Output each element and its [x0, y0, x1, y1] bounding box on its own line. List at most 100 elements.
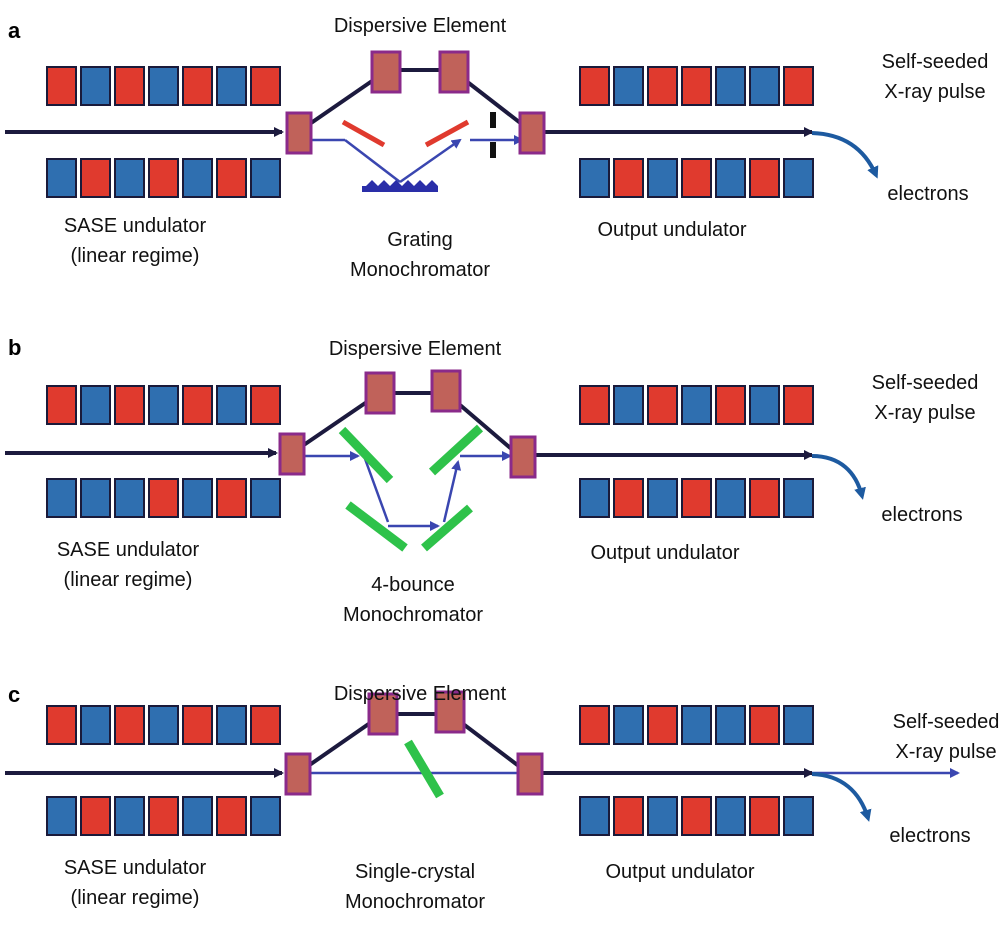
undulator-magnet-block — [182, 796, 213, 836]
chicane-dipoles — [284, 690, 544, 796]
crystal — [338, 426, 394, 484]
undulator-magnet-block — [114, 66, 145, 106]
chicane-path — [290, 391, 524, 460]
pulse-label-line1: Self-seeded — [872, 372, 979, 394]
sase-undulator-magnets — [46, 385, 814, 518]
sase-undulator-label: SASE undulator — [64, 857, 207, 879]
sase-undulator-label: SASE undulator — [64, 215, 207, 237]
sase-regime-label: (linear regime) — [64, 569, 193, 591]
xray-beam — [442, 460, 462, 523]
mirror — [341, 119, 386, 148]
sase-undulator-label: SASE undulator — [57, 539, 200, 561]
xray-beam — [399, 138, 462, 184]
slit — [490, 112, 496, 128]
undulator-magnet-block — [114, 385, 145, 425]
panel-b: b Dispersive Element SASE undulator (lin… — [5, 335, 978, 626]
slit — [490, 142, 496, 158]
undulator-magnet-block — [749, 705, 780, 745]
crystal — [428, 424, 484, 476]
mirror — [424, 119, 470, 148]
undulator-magnet-block — [114, 478, 145, 518]
undulator-magnet-block — [250, 385, 281, 425]
pulse-label-line2: X-ray pulse — [884, 81, 985, 103]
sase-undulator-magnets — [46, 705, 814, 836]
sase-regime-label: (linear regime) — [71, 887, 200, 909]
undulator-magnet-block — [46, 796, 77, 836]
undulator-magnet-block — [148, 385, 179, 425]
undulator-magnet-block — [148, 796, 179, 836]
undulator-magnet-block — [182, 158, 213, 198]
output-undulator-label: Output undulator — [598, 219, 747, 241]
crystal — [345, 501, 408, 552]
pulse-label-line1: Self-seeded — [893, 711, 1000, 733]
undulator-magnet-block — [216, 478, 247, 518]
electron-dump-arrow — [811, 454, 866, 500]
pulse-label-line2: X-ray pulse — [895, 741, 996, 763]
undulator-magnet-block — [749, 796, 780, 836]
undulator-magnet-block — [114, 158, 145, 198]
undulator-magnet-block — [749, 66, 780, 106]
undulator-magnet-block — [250, 796, 281, 836]
monochromator-type-label: Single-crystal — [355, 861, 475, 883]
undulator-magnet-block — [715, 385, 746, 425]
undulator-magnet-block — [647, 705, 678, 745]
undulator-magnet-block — [182, 478, 213, 518]
sase-undulator-magnets — [46, 66, 814, 198]
undulator-magnet-block — [579, 385, 610, 425]
undulator-magnet-block — [182, 385, 213, 425]
undulator-magnet-block — [148, 66, 179, 106]
crystal — [421, 504, 473, 552]
undulator-magnet-block — [681, 385, 712, 425]
electrons-label: electrons — [881, 504, 962, 526]
grating — [362, 180, 438, 192]
undulator-magnet-block — [80, 158, 111, 198]
undulator-magnet-block — [681, 796, 712, 836]
undulator-magnet-block — [114, 796, 145, 836]
undulator-magnet-block — [114, 705, 145, 745]
grating-monochromator — [310, 112, 524, 192]
dispersive-element-label: Dispersive Element — [329, 338, 502, 360]
undulator-magnet-block — [647, 478, 678, 518]
undulator-magnet-block — [715, 796, 746, 836]
undulator-magnet-block — [613, 796, 644, 836]
undulator-magnet-block — [613, 158, 644, 198]
undulator-magnet-block — [579, 705, 610, 745]
xray-beam — [344, 139, 401, 183]
undulator-magnet-block — [681, 158, 712, 198]
undulator-magnet-block — [80, 796, 111, 836]
undulator-magnet-block — [216, 66, 247, 106]
undulator-magnet-block — [579, 796, 610, 836]
undulator-magnet-block — [715, 66, 746, 106]
undulator-magnet-block — [579, 478, 610, 518]
undulator-magnet-block — [46, 385, 77, 425]
electron-dump-arrow — [811, 131, 879, 179]
undulator-magnet-block — [647, 66, 678, 106]
dispersive-element-label: Dispersive Element — [334, 15, 507, 37]
undulator-magnet-block — [681, 66, 712, 106]
undulator-magnet-block — [216, 705, 247, 745]
undulator-magnet-block — [250, 158, 281, 198]
undulator-magnet-block — [715, 478, 746, 518]
panel-a: a Dispersive Element SASE undulator (lin… — [5, 15, 988, 281]
undulator-magnet-block — [749, 385, 780, 425]
electrons-label: electrons — [889, 825, 970, 847]
pulse-label-line1: Self-seeded — [882, 51, 989, 73]
panel-c: c Dispersive Element SASE undulator (lin… — [5, 682, 999, 913]
undulator-magnet-block — [613, 66, 644, 106]
undulator-magnet-block — [749, 478, 780, 518]
undulator-magnet-block — [783, 385, 814, 425]
undulator-magnet-block — [80, 705, 111, 745]
undulator-magnet-block — [715, 705, 746, 745]
undulator-magnet-block — [46, 66, 77, 106]
undulator-magnet-block — [647, 158, 678, 198]
undulator-magnet-block — [250, 705, 281, 745]
panel-letter: c — [8, 682, 20, 707]
undulator-magnet-block — [46, 478, 77, 518]
output-undulator-label: Output undulator — [606, 861, 755, 883]
undulator-magnet-block — [80, 66, 111, 106]
chicane-path — [296, 68, 534, 134]
undulator-magnet-block — [613, 478, 644, 518]
pulse-label-line2: X-ray pulse — [874, 402, 975, 424]
four-bounce-monochromator — [305, 424, 512, 552]
